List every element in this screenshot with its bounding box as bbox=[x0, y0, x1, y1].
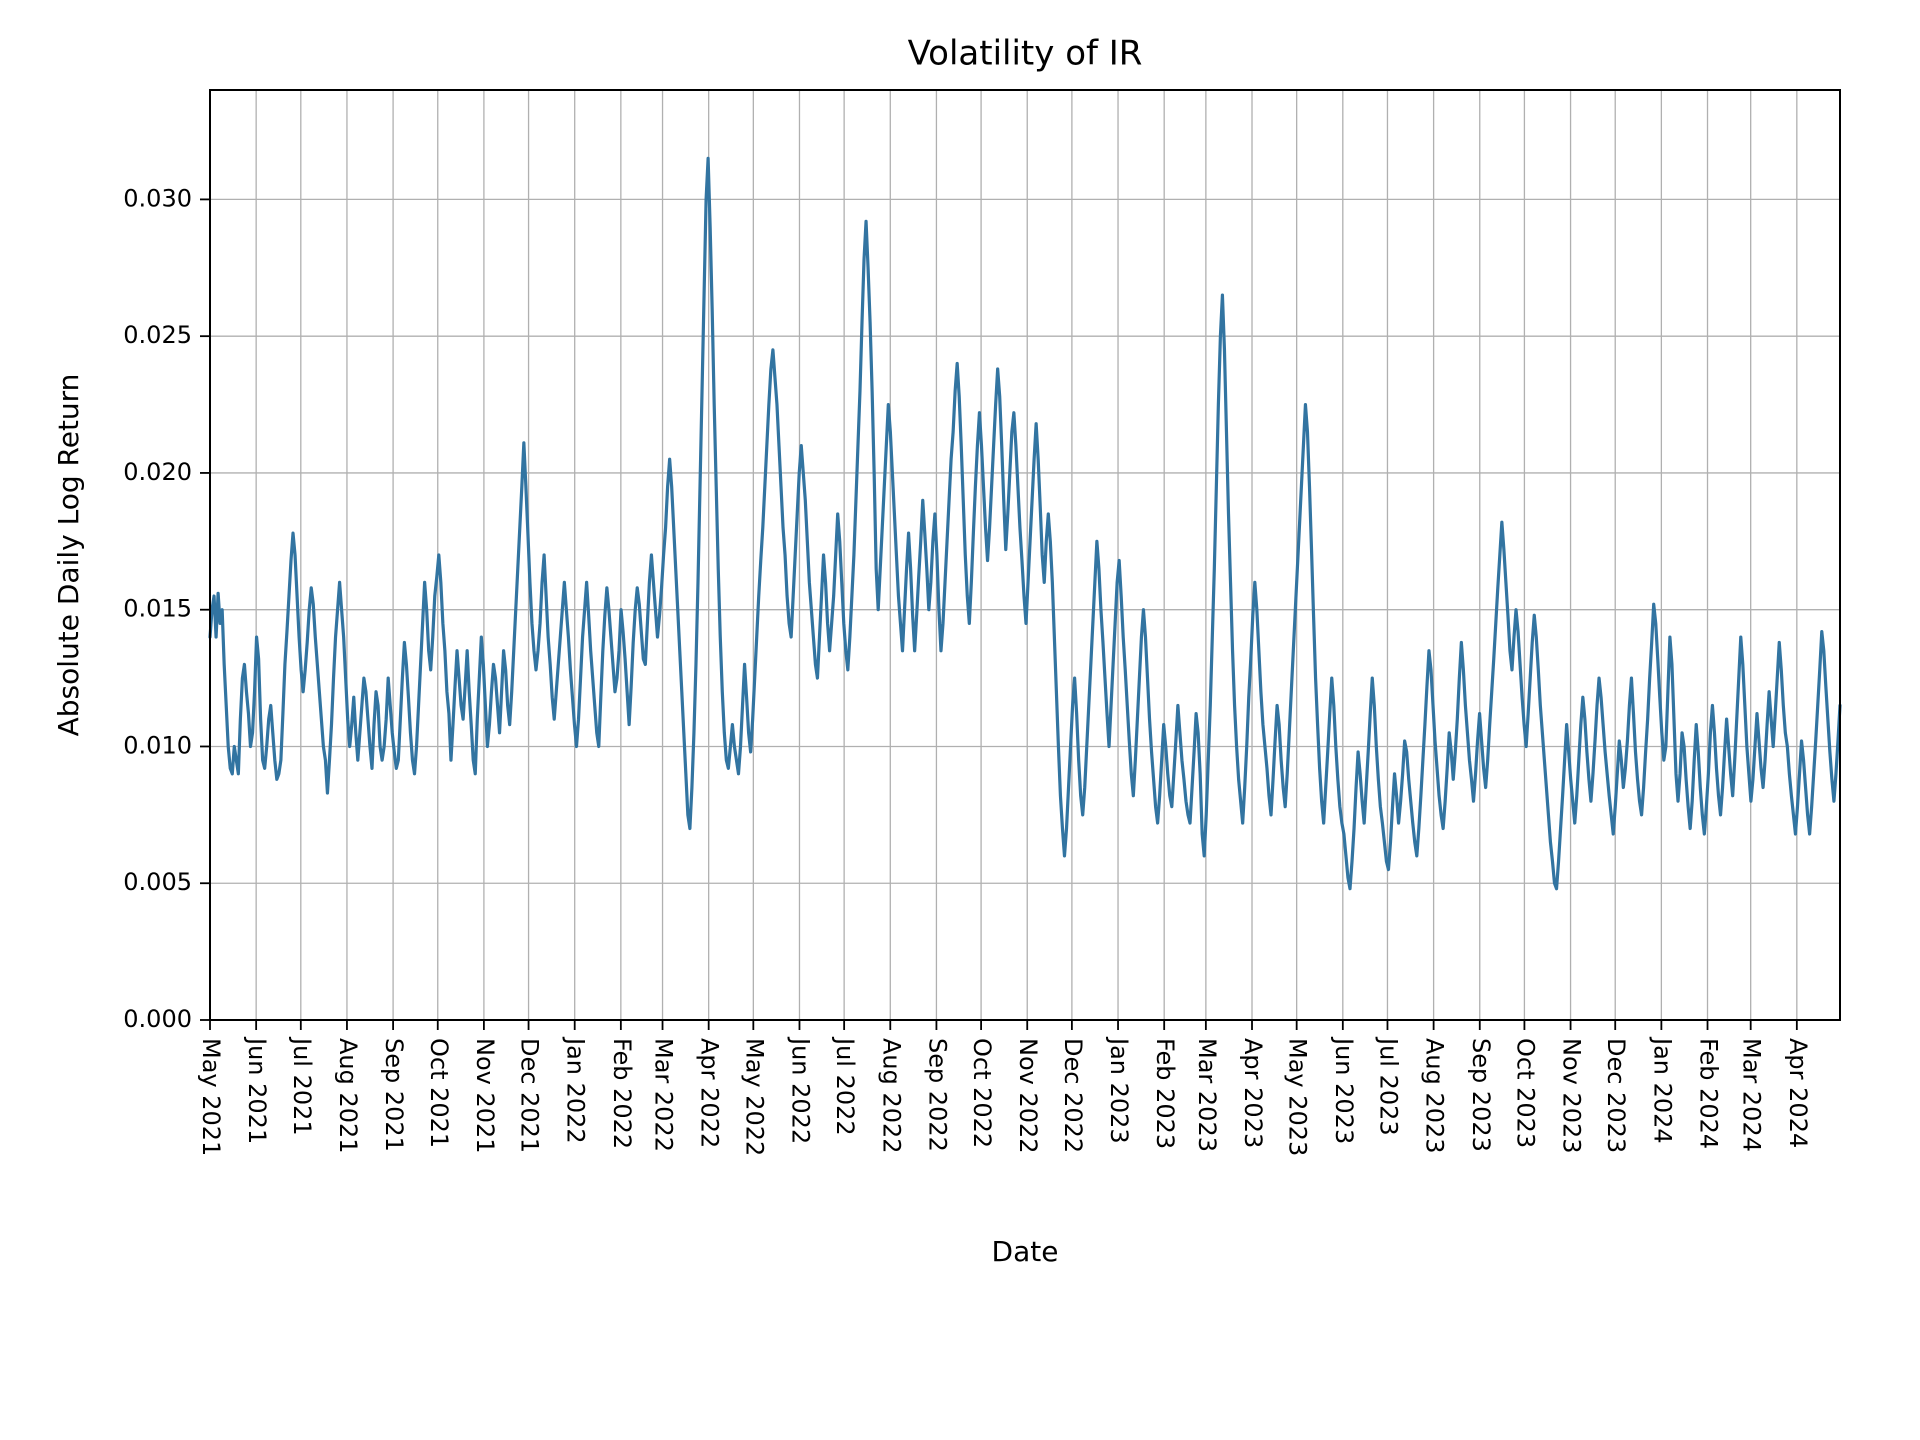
x-tick-label: Nov 2022 bbox=[1014, 1038, 1042, 1154]
x-tick-label: Mar 2024 bbox=[1738, 1038, 1766, 1152]
x-tick-label: Feb 2022 bbox=[608, 1038, 636, 1149]
y-axis-label: Absolute Daily Log Return bbox=[52, 374, 85, 737]
x-tick-label: Apr 2023 bbox=[1239, 1038, 1267, 1148]
x-tick-label: Oct 2021 bbox=[425, 1038, 453, 1148]
y-tick-label: 0.025 bbox=[123, 321, 192, 349]
x-tick-label: Mar 2023 bbox=[1193, 1038, 1221, 1152]
x-tick-label: May 2021 bbox=[197, 1038, 225, 1156]
x-tick-label: Aug 2023 bbox=[1421, 1038, 1449, 1154]
x-tick-label: Jul 2022 bbox=[831, 1036, 859, 1136]
x-tick-label: Apr 2022 bbox=[696, 1038, 724, 1148]
x-tick-label: Nov 2021 bbox=[471, 1038, 499, 1154]
x-tick-label: Dec 2021 bbox=[516, 1038, 544, 1153]
x-tick-label: Feb 2024 bbox=[1695, 1038, 1723, 1149]
x-tick-label: Mar 2022 bbox=[650, 1038, 678, 1152]
x-tick-label: Sep 2022 bbox=[923, 1038, 951, 1152]
x-tick-label: Jul 2021 bbox=[288, 1036, 316, 1136]
chart-title: Volatility of IR bbox=[908, 34, 1143, 74]
x-tick-label: May 2023 bbox=[1284, 1038, 1312, 1156]
x-tick-label: Oct 2022 bbox=[968, 1038, 996, 1148]
x-tick-label: Jun 2021 bbox=[243, 1036, 271, 1144]
y-tick-label: 0.000 bbox=[123, 1005, 192, 1033]
x-axis-label: Date bbox=[992, 1235, 1059, 1268]
x-tick-label: Aug 2022 bbox=[877, 1038, 905, 1154]
x-tick-label: Jan 2024 bbox=[1648, 1036, 1676, 1144]
y-tick-label: 0.010 bbox=[123, 731, 192, 759]
x-tick-label: Jan 2023 bbox=[1105, 1036, 1133, 1144]
volatility-chart-svg: May 2021 Jun 2021 Jul 2021 Aug 2021 Sep 2021… bbox=[0, 0, 1920, 1440]
x-tick-label: Sep 2023 bbox=[1467, 1038, 1495, 1152]
x-tick-label: Feb 2023 bbox=[1151, 1038, 1179, 1149]
x-tick-label: Jun 2022 bbox=[786, 1036, 814, 1144]
x-tick-label: Jun 2023 bbox=[1330, 1036, 1358, 1144]
x-tick-label: May 2022 bbox=[740, 1038, 768, 1156]
x-tick-label: Jan 2022 bbox=[562, 1036, 590, 1144]
y-tick-label: 0.015 bbox=[123, 595, 192, 623]
chart-bg bbox=[0, 0, 1920, 1440]
x-tick-label: Nov 2023 bbox=[1558, 1038, 1586, 1154]
y-tick-label: 0.030 bbox=[123, 184, 192, 212]
x-tick-label: Dec 2023 bbox=[1602, 1038, 1630, 1153]
y-tick-label: 0.020 bbox=[123, 458, 192, 486]
x-tick-label: Apr 2024 bbox=[1784, 1038, 1812, 1148]
x-tick-label: Jul 2023 bbox=[1374, 1036, 1402, 1136]
y-tick-label: 0.005 bbox=[123, 868, 192, 896]
chart-container: May 2021 Jun 2021 Jul 2021 Aug 2021 Sep 2021… bbox=[0, 0, 1920, 1440]
x-tick-label: Oct 2023 bbox=[1511, 1038, 1539, 1148]
x-tick-label: Sep 2021 bbox=[380, 1038, 408, 1152]
x-tick-label: Aug 2021 bbox=[334, 1038, 362, 1154]
x-tick-label: Dec 2022 bbox=[1059, 1038, 1087, 1153]
